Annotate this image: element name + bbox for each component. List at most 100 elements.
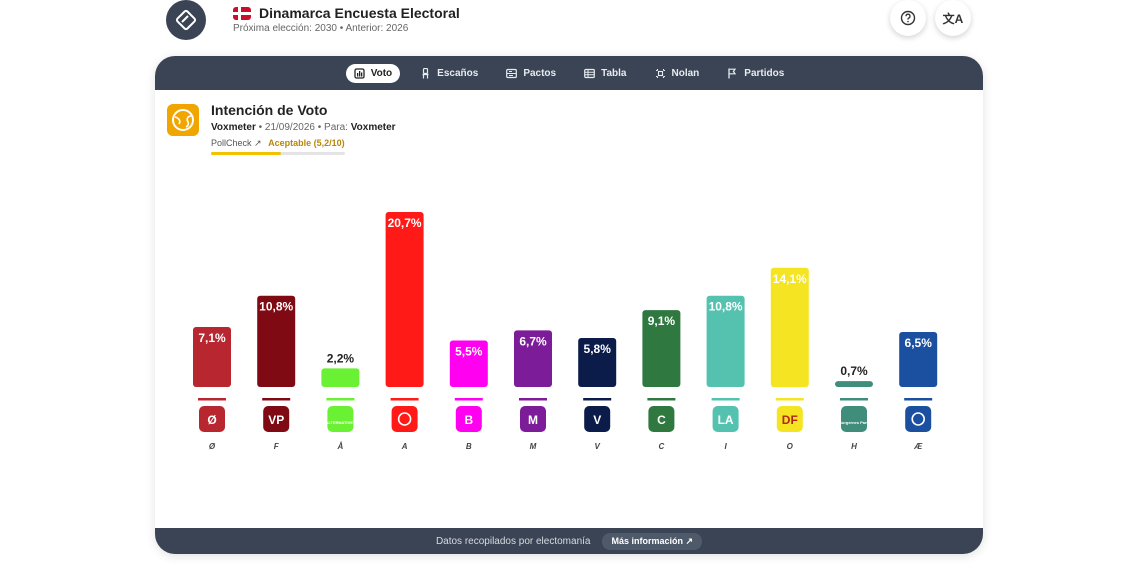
category-label: O xyxy=(787,442,794,451)
category-label: I xyxy=(724,442,727,451)
value-label: 6,7% xyxy=(519,334,547,348)
bar-party-4[interactable] xyxy=(449,340,488,388)
poll-for-value: Voxmeter xyxy=(350,122,396,133)
party-underline xyxy=(390,398,419,401)
bar-party-2[interactable] xyxy=(321,368,360,387)
party-logo-text: V xyxy=(593,413,601,427)
bar-party-5[interactable] xyxy=(514,330,552,387)
party-logo[interactable] xyxy=(391,406,418,432)
party-logo[interactable]: C xyxy=(648,406,675,432)
category-label: F xyxy=(274,442,280,451)
party-logo[interactable]: DF xyxy=(776,406,803,432)
translate-icon: 文A xyxy=(942,11,964,26)
tab-label: Nolan xyxy=(671,67,700,79)
party-logo-text: Borgernes Parti xyxy=(839,420,869,425)
party-logo[interactable]: VP xyxy=(263,406,290,432)
party-logo[interactable]: V xyxy=(584,406,611,432)
party-logo[interactable] xyxy=(905,406,932,432)
category-label: Å xyxy=(337,442,344,451)
footer: Datos recopilados por electomanía Más in… xyxy=(155,528,983,554)
tab-label: Tabla xyxy=(601,67,627,79)
value-label: 14,1% xyxy=(773,272,807,286)
party-logo-text: C xyxy=(657,413,666,427)
footer-text: Datos recopilados por electomanía xyxy=(435,535,591,547)
flag-icon xyxy=(728,68,737,78)
party-logo[interactable]: M xyxy=(520,406,546,432)
view-tabs: Voto Escaños Pactos Tabla Nolan Partidos xyxy=(155,56,983,90)
value-label: 0,7% xyxy=(840,364,868,378)
party-logo[interactable]: Borgernes Parti xyxy=(839,406,869,432)
tab-pactos[interactable]: Pactos xyxy=(498,64,564,83)
tab-partidos[interactable]: Partidos xyxy=(719,64,792,83)
party-logo-text: DF xyxy=(782,413,798,427)
chart-title: Intención de Voto xyxy=(211,102,328,118)
tab-voto[interactable]: Voto xyxy=(345,63,401,83)
party-logo-text: VP xyxy=(268,413,284,427)
bar-chart-icon xyxy=(354,67,365,79)
poll-for-label: Para: xyxy=(324,122,348,133)
category-label: B xyxy=(466,442,472,451)
party-underline xyxy=(711,398,740,401)
bar-party-0[interactable] xyxy=(193,326,231,387)
tab-label: Pactos xyxy=(523,67,557,79)
tab-label: Voto xyxy=(370,67,393,79)
bar-party-1[interactable] xyxy=(257,295,296,387)
party-logo[interactable]: B xyxy=(455,406,482,432)
value-label: 10,8% xyxy=(259,300,293,314)
value-label: 7,1% xyxy=(198,331,226,345)
header-title-group: Dinamarca Encuesta Electoral xyxy=(233,5,460,21)
category-label: Æ xyxy=(913,442,923,451)
more-info-button[interactable]: Más información ↗ xyxy=(602,532,703,550)
help-button[interactable] xyxy=(890,0,926,36)
vote-bar-chart: 7,1% Ø Ø 10,8% VP F 2,2% ALTERNATIVET Å 20,7% A 5,5… xyxy=(193,211,938,451)
tab-label: Escaños xyxy=(437,67,479,79)
tab-escanos[interactable]: Escaños xyxy=(412,64,486,83)
poll-date: 21/09/2026 xyxy=(264,122,315,133)
denmark-flag-icon xyxy=(233,6,251,20)
pacts-icon xyxy=(506,68,518,78)
pollster-name: Voxmeter xyxy=(211,122,256,133)
pollcheck[interactable]: PollCheck ↗ Aceptable (5,2/10) xyxy=(211,138,345,149)
page-title: Dinamarca Encuesta Electoral xyxy=(259,5,460,21)
bar-party-10[interactable] xyxy=(835,381,873,387)
party-logo[interactable]: LA xyxy=(712,406,739,432)
bar-party-3[interactable] xyxy=(385,211,424,387)
value-label: 2,2% xyxy=(327,351,355,365)
category-label: C xyxy=(659,442,665,451)
grid-icon xyxy=(655,68,665,78)
external-link-icon: ↗ xyxy=(254,138,262,148)
tab-label: Partidos xyxy=(744,67,785,79)
party-underline xyxy=(583,398,612,401)
party-logo[interactable]: Ø xyxy=(199,406,225,432)
party-logo-text: Ø xyxy=(207,413,216,427)
bar-party-7[interactable] xyxy=(642,310,681,387)
external-link-icon: ↗ xyxy=(685,535,694,546)
language-button[interactable]: 文A xyxy=(935,0,971,36)
category-label: Ø xyxy=(209,442,216,451)
pollcheck-rating: Aceptable (5,2/10) xyxy=(268,138,345,148)
tab-tabla[interactable]: Tabla xyxy=(576,64,634,83)
party-underline xyxy=(647,398,676,401)
party-underline xyxy=(904,398,933,401)
app-logo[interactable] xyxy=(166,0,206,40)
bar-party-11[interactable] xyxy=(899,332,938,387)
globe-icon xyxy=(172,109,194,131)
question-icon xyxy=(900,10,916,26)
poll-card: Voto Escaños Pactos Tabla Nolan Partidos Inte… xyxy=(155,56,983,554)
party-logo[interactable]: ALTERNATIVET xyxy=(325,406,356,432)
category-label: H xyxy=(851,442,857,451)
value-label: 20,7% xyxy=(388,216,422,230)
value-label: 9,1% xyxy=(648,314,676,328)
category-label: V xyxy=(595,442,601,451)
party-underline xyxy=(840,398,868,401)
more-info-label: Más información xyxy=(611,535,683,546)
bar-party-9[interactable] xyxy=(770,267,809,387)
category-label: A xyxy=(401,442,408,451)
poll-meta: Voxmeter • 21/09/2026 • Para: Voxmeter xyxy=(211,122,396,133)
category-label: M xyxy=(530,442,537,451)
chair-icon xyxy=(422,67,429,78)
value-label: 6,5% xyxy=(905,336,933,350)
bar-party-6[interactable] xyxy=(578,337,617,387)
tab-nolan[interactable]: Nolan xyxy=(647,64,708,83)
bar-party-8[interactable] xyxy=(706,295,745,387)
